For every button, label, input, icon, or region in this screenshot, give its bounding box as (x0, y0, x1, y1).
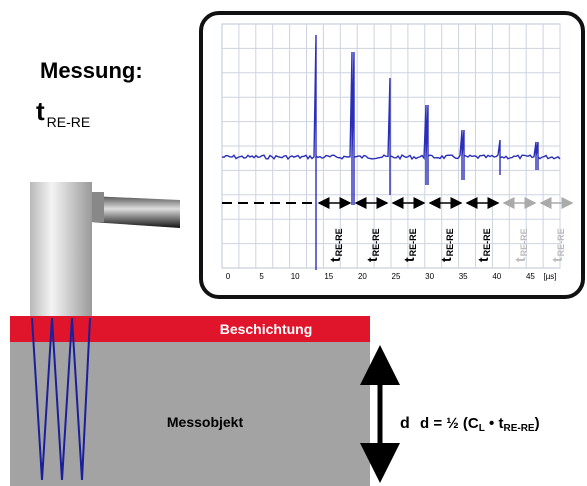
formula-sub2: RE-RE (503, 423, 534, 434)
symbol: t RE-RE (36, 96, 90, 130)
scope-grid (222, 24, 561, 268)
interval-label: tRE-RE (549, 228, 566, 262)
x-label: 45 (526, 272, 535, 281)
x-label: 40 (492, 272, 501, 281)
formula-sub1: L (479, 423, 485, 434)
thickness-label: d (400, 415, 410, 432)
interval-sub: RE-RE (408, 228, 418, 256)
interval-label: tRE-RE (327, 228, 344, 262)
symbol-sub: RE-RE (47, 114, 91, 130)
formula-end: ) (535, 415, 540, 432)
object-label: Messobjekt (167, 414, 244, 430)
interval-symbol: t (364, 257, 380, 262)
interval-symbol: t (438, 257, 454, 262)
x-label: 5 (259, 272, 264, 281)
interval-label: tRE-RE (438, 228, 455, 262)
interval-symbol: t (401, 257, 417, 262)
x-labels: 0 5 10 15 20 25 30 35 40 45 [µs] (226, 272, 557, 281)
interval-sub: RE-RE (445, 228, 455, 256)
formula: d = ½ (CL • tRE-RE) (420, 415, 540, 434)
formula-mid: • t (485, 415, 504, 432)
probe (30, 182, 92, 318)
x-label: 25 (392, 272, 401, 281)
interval-arrows: tRE-REtRE-REtRE-REtRE-REtRE-REtRE-REtRE-… (317, 197, 574, 262)
formula-lhs: d = ½ (C (420, 415, 479, 432)
waveform (221, 34, 561, 270)
interval-label: tRE-RE (401, 228, 418, 262)
coating-layer (10, 316, 370, 342)
interval-label: tRE-RE (475, 228, 492, 262)
x-label: 30 (425, 272, 434, 281)
symbol-t: t (36, 96, 45, 126)
sound-path (31, 317, 91, 481)
interval-sub: RE-RE (371, 228, 381, 256)
scope: tRE-REtRE-REtRE-REtRE-REtRE-REtRE-REtRE-… (199, 11, 585, 299)
cable (90, 196, 180, 228)
interval-symbol: t (512, 257, 528, 262)
interval-sub: RE-RE (482, 228, 492, 256)
x-label: 0 (226, 272, 231, 281)
interval-sub: RE-RE (556, 228, 566, 256)
interval-symbol: t (549, 257, 565, 262)
x-label: 35 (459, 272, 468, 281)
coating-label: Beschichtung (220, 321, 313, 337)
interval-label: tRE-RE (512, 228, 529, 262)
title: Messung: (40, 58, 143, 83)
x-label: 20 (358, 272, 367, 281)
x-label: 15 (324, 272, 333, 281)
interval-label: tRE-RE (364, 228, 381, 262)
x-unit: [µs] (543, 272, 556, 281)
interval-symbol: t (475, 257, 491, 262)
interval-sub: RE-RE (519, 228, 529, 256)
interval-symbol: t (327, 257, 343, 262)
x-label: 10 (291, 272, 300, 281)
interval-sub: RE-RE (334, 228, 344, 256)
